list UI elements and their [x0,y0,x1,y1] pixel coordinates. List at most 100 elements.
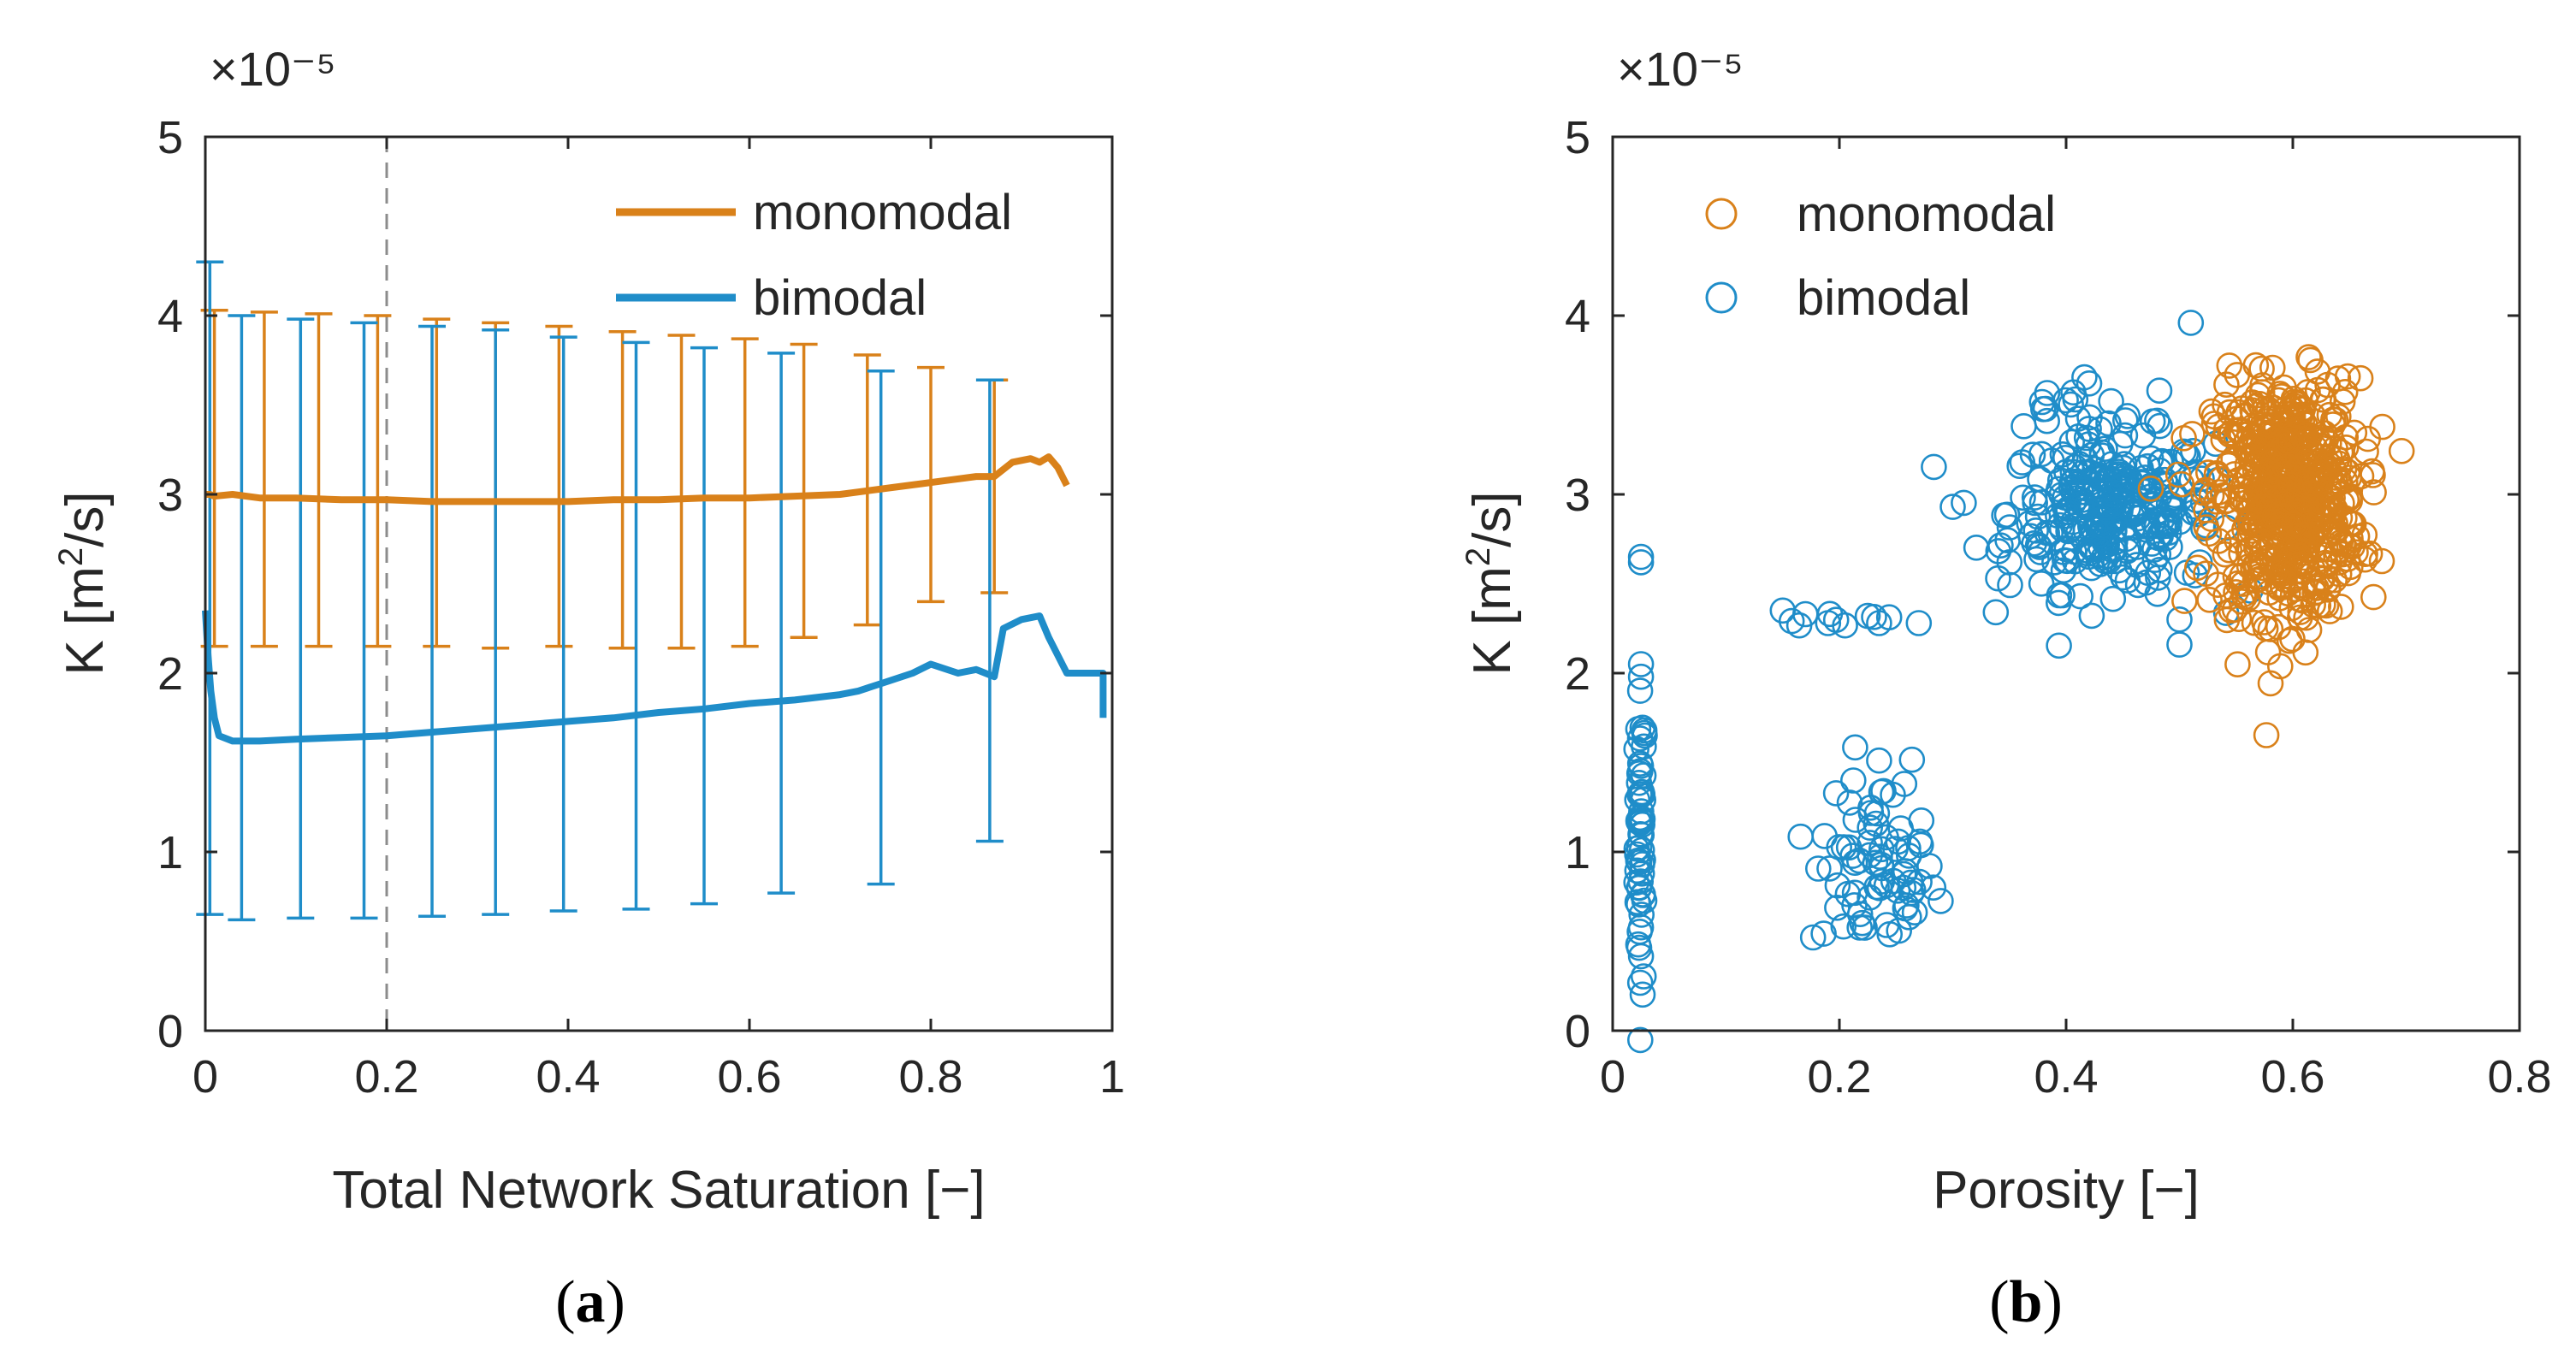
panel-b-point-monomodal [2224,496,2250,523]
panel-b-point-bimodal [1626,677,1654,704]
panel-b-point-monomodal [2218,597,2245,624]
panel-b-point-bimodal [1939,494,1966,520]
panel-b-point-bimodal [2086,521,2112,548]
panel-b-point-bimodal [2140,508,2167,535]
panel-b-point-bimodal [1626,969,1654,996]
panel-b-point-monomodal [2232,489,2259,517]
panel-b-point-bimodal [1842,734,1868,761]
panel-b-legend: monomodal bimodal [1705,186,2056,326]
panel-b-point-monomodal [2334,363,2361,390]
panel-a-xlabel: Total Network Saturation [−] [332,1161,985,1220]
panel-b-point-bimodal [2032,395,2059,423]
panel-b-point-bimodal [1624,889,1651,915]
panel-b-point-bimodal [1627,663,1655,690]
panel-b-point-monomodal [2193,560,2219,588]
panel-b-point-bimodal [2061,538,2087,565]
panel-a-xtick-label: 0.8 [898,1051,962,1103]
panel-b-point-bimodal [2177,310,2205,336]
panel-b-point-monomodal [2388,437,2415,464]
panel-b-xlabel: Porosity [−] [1933,1161,2200,1220]
panel-b-point-bimodal [2028,570,2055,597]
panel-a-errorbar-monomodal [790,342,818,639]
panel-a-xtick-label: 0.6 [717,1051,781,1103]
panel-b-point-monomodal [2224,570,2252,597]
panel-b-point-bimodal [1834,880,1862,908]
panel-b-point-bimodal [2099,585,2127,612]
panel-a-ylabel: K [m2/s] [52,491,115,675]
panel-b-point-monomodal [2235,462,2262,489]
panel-b-point-monomodal [2243,527,2271,553]
panel-b-point-bimodal [1928,888,1954,914]
panel-b-point-bimodal [1627,543,1655,571]
panel-b-point-monomodal [2337,553,2364,581]
panel-b-point-bimodal [1892,895,1919,922]
panel-b-point-bimodal [1873,824,1899,851]
panel-b-point-bimodal [1920,874,1947,901]
panel-b-point-monomodal [2137,475,2164,502]
panel-b-point-bimodal [2024,503,2052,530]
panel-b-point-monomodal [2198,398,2225,425]
panel-b-point-monomodal [2256,579,2283,606]
panel-b-ytick-label: 4 [1565,291,1590,342]
panel-b-point-bimodal [1991,502,2017,529]
panel-b-point-bimodal [1624,786,1650,813]
panel-b-point-bimodal [1921,453,1947,481]
panel-b-point-monomodal [2369,413,2395,440]
panel-b-xtick-label: 0.8 [2487,1051,2551,1103]
panel-b-point-bimodal [2141,536,2168,563]
panel-b-point-monomodal [2261,559,2288,586]
panel-b-porosity-chart: ×10⁻⁵ 0 1 2 3 4 5 0 0.2 0.4 0.6 0.8 K [m2/s] Poros… [1460,42,2552,1335]
panel-b-point-bimodal [2099,451,2125,477]
panel-b-point-monomodal [2203,459,2230,487]
panel-a-errorbar-bimodal [690,346,718,906]
panel-a-xtick-label: 0.4 [536,1051,600,1103]
panel-b-point-bimodal [1630,881,1656,908]
panel-b-point-bimodal [1840,767,1867,794]
panel-b-point-bimodal [1805,855,1832,882]
panel-b-point-bimodal [1629,806,1656,832]
panel-b-point-bimodal [1626,874,1653,901]
panel-b-point-bimodal [2060,379,2087,406]
panel-b-point-bimodal [1997,571,2023,599]
panel-b-point-monomodal [2184,554,2211,582]
panel-b-point-bimodal [2129,422,2157,449]
panel-b-point-bimodal [2046,632,2072,659]
panel-b-point-bimodal [2093,494,2120,521]
panel-b-point-bimodal [1816,855,1843,882]
panel-b-point-bimodal [1810,920,1837,947]
panel-b-point-bimodal [1830,913,1857,940]
panel-b-point-bimodal [1908,807,1935,834]
panel-b-point-monomodal [2256,457,2283,484]
panel-b-point-bimodal [1626,834,1653,861]
panel-a-xtick-label: 0.2 [354,1051,418,1103]
panel-b-point-monomodal [2275,427,2301,454]
panel-a-axes-box [204,135,1114,1032]
panel-a-errorbar-monomodal [423,317,451,648]
panel-b-point-bimodal [2076,370,2103,397]
panel-b-point-monomodal [2328,594,2354,620]
panel-b-point-bimodal [2071,446,2099,472]
panel-b-point-monomodal [2261,503,2289,529]
panel-b-point-bimodal [1862,810,1890,837]
panel-b-point-monomodal [2272,396,2299,423]
panel-b-point-monomodal [2253,722,2280,748]
panel-b-point-bimodal [1892,858,1919,884]
panel-b-xtick-label: 0.2 [1807,1051,1871,1103]
panel-b-point-bimodal [2180,437,2206,464]
panel-b-point-monomodal [2254,639,2282,665]
panel-b-xtick-label: 0.6 [2260,1051,2324,1103]
panel-b-point-bimodal [2066,450,2093,477]
panel-b-point-bimodal [1996,549,2023,576]
panel-b-point-bimodal [2098,387,2124,415]
panel-a-line-bimodal [202,610,1107,745]
panel-b-point-bimodal [2156,510,2183,536]
panel-b-point-monomodal [2241,423,2268,451]
panel-a-errorbar-monomodal [608,330,637,650]
panel-b-ylabel: K [m2/s] [1460,491,1522,675]
panel-b-point-bimodal [2021,484,2048,511]
panel-b-point-monomodal [2216,536,2243,564]
panel-b-xtick-label: 0 [1600,1051,1626,1103]
panel-b-point-monomodal [2315,574,2342,601]
panel-b-y-multiplier: ×10⁻⁵ [1617,42,1744,96]
